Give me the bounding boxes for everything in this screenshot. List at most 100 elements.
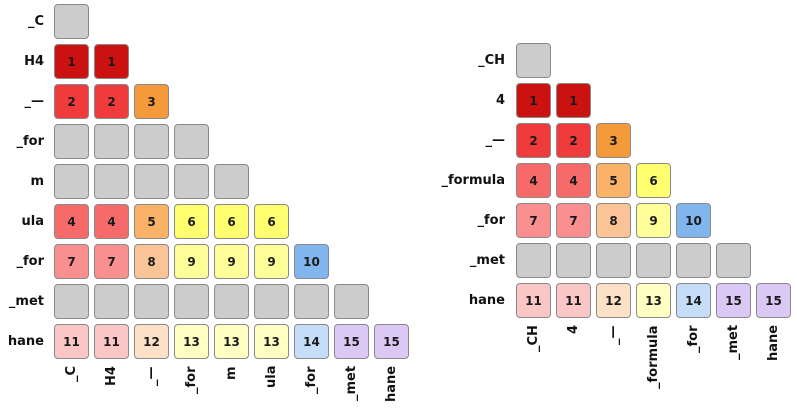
token-cell: 14 [676, 283, 711, 318]
empty-cell [334, 284, 369, 319]
token-cell: 1 [516, 83, 551, 118]
token-cell: 5 [134, 204, 169, 239]
token-cell: 9 [174, 244, 209, 279]
token-cell: 4 [54, 204, 89, 239]
empty-cell [214, 284, 249, 319]
token-cell: 15 [374, 324, 409, 359]
token-cell: 7 [556, 203, 591, 238]
token-cell: 13 [254, 324, 289, 359]
token-cell: 14 [294, 324, 329, 359]
token-cell: 9 [636, 203, 671, 238]
row-label: _CH [478, 53, 505, 68]
row-label: _met [8, 294, 44, 309]
token-cell: 15 [716, 283, 751, 318]
empty-cell [134, 124, 169, 159]
token-cell: 10 [294, 244, 329, 279]
row-label: _for [16, 134, 45, 149]
token-cell: 6 [636, 163, 671, 198]
column-label: _C [63, 365, 79, 382]
empty-cell [214, 164, 249, 199]
token-cell: 8 [596, 203, 631, 238]
token-cell: 6 [174, 204, 209, 239]
column-label: _met [343, 365, 359, 401]
row-label: _— [24, 94, 45, 109]
row-label: m [30, 174, 44, 189]
token-cell: 2 [516, 123, 551, 158]
empty-cell [54, 164, 89, 199]
token-cell: 5 [596, 163, 631, 198]
token-cell: 15 [334, 324, 369, 359]
token-cell: 12 [596, 283, 631, 318]
row-label: hane [468, 293, 505, 308]
row-label: 4 [495, 93, 505, 108]
row-label: _formula [441, 173, 505, 188]
row-label: _C [27, 14, 44, 29]
column-label: _for [183, 366, 199, 395]
empty-cell [54, 4, 89, 39]
empty-cell [134, 164, 169, 199]
token-cell: 2 [94, 84, 129, 119]
empty-cell [174, 164, 209, 199]
token-cell: 13 [174, 324, 209, 359]
column-label: m [223, 366, 239, 380]
empty-cell [556, 243, 591, 278]
row-label: _for [16, 254, 45, 269]
token-cell: 9 [214, 244, 249, 279]
column-label: 4 [565, 324, 581, 334]
column-label: ula [263, 365, 279, 388]
token-cell: 11 [54, 324, 89, 359]
column-label: _— [143, 366, 159, 387]
row-label: ula [21, 214, 44, 229]
token-cell: 10 [676, 203, 711, 238]
empty-cell [676, 243, 711, 278]
token-cell: 13 [636, 283, 671, 318]
empty-cell [174, 284, 209, 319]
token-cell: 6 [214, 204, 249, 239]
empty-cell [636, 243, 671, 278]
token-cell: 7 [54, 244, 89, 279]
empty-cell [54, 284, 89, 319]
token-cell: 11 [516, 283, 551, 318]
empty-cell [174, 124, 209, 159]
token-cell: 3 [596, 123, 631, 158]
token-cell: 1 [556, 83, 591, 118]
empty-cell [254, 284, 289, 319]
column-label: hane [383, 365, 399, 402]
token-cell: 6 [254, 204, 289, 239]
row-label: _met [469, 253, 505, 268]
empty-cell [716, 243, 751, 278]
empty-cell [94, 124, 129, 159]
column-label: hane [765, 324, 781, 361]
empty-cell [134, 284, 169, 319]
empty-cell [94, 284, 129, 319]
empty-cell [54, 124, 89, 159]
token-cell: 3 [134, 84, 169, 119]
column-label: _met [725, 324, 741, 360]
token-cell: 15 [756, 283, 791, 318]
empty-cell [294, 284, 329, 319]
row-label: H4 [24, 54, 44, 69]
token-cell: 8 [134, 244, 169, 279]
token-cell: 4 [94, 204, 129, 239]
row-label: hane [7, 334, 44, 349]
column-label: _— [605, 325, 621, 346]
token-cell: 2 [556, 123, 591, 158]
token-cell: 9 [254, 244, 289, 279]
column-label: _CH [525, 325, 541, 352]
token-cell: 12 [134, 324, 169, 359]
column-label: _for [685, 325, 701, 354]
token-cell: 7 [516, 203, 551, 238]
column-label: _for [303, 366, 319, 395]
token-cell: 4 [516, 163, 551, 198]
token-cell: 11 [556, 283, 591, 318]
row-label: _— [485, 133, 506, 148]
token-cell: 2 [54, 84, 89, 119]
empty-cell [516, 243, 551, 278]
token-cell: 7 [94, 244, 129, 279]
empty-cell [516, 43, 551, 78]
token-cell: 1 [94, 44, 129, 79]
token-cell: 11 [94, 324, 129, 359]
token-cell: 1 [54, 44, 89, 79]
token-cell: 13 [214, 324, 249, 359]
